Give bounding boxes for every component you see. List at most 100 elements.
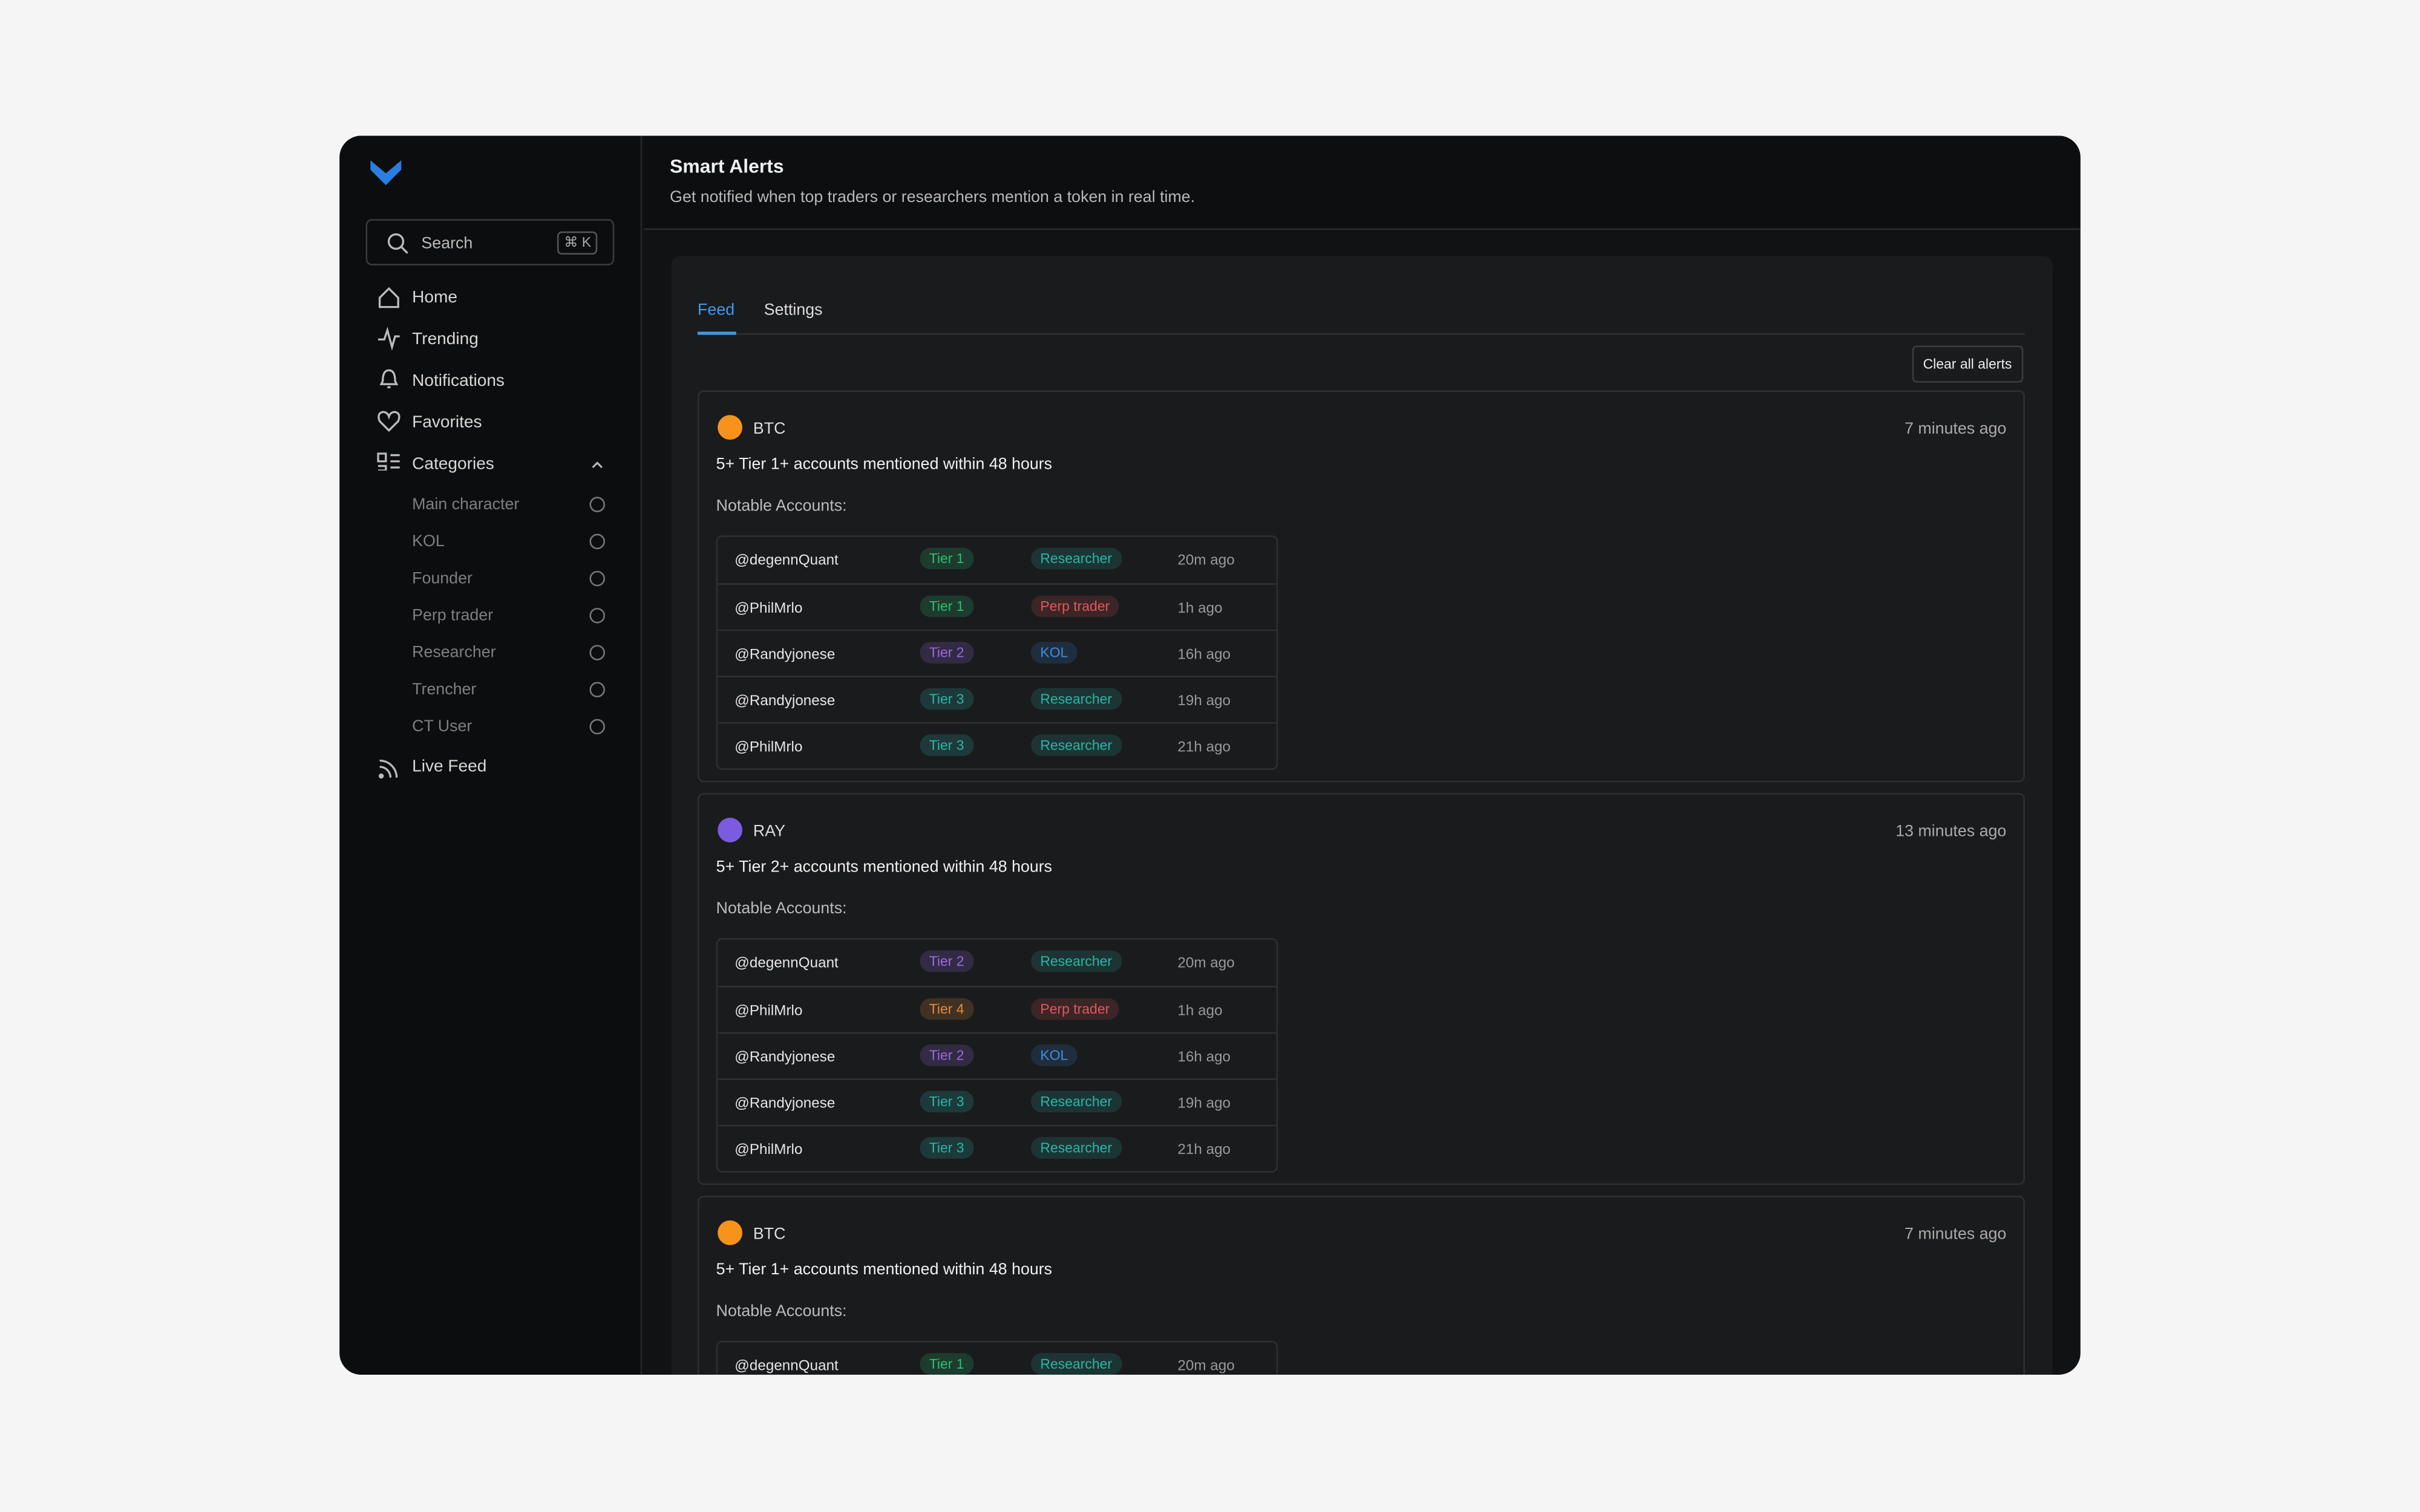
main: Smart Alerts Get notified when top trade… [643, 135, 2081, 1375]
alert-time: 7 minutes ago [1905, 1225, 2007, 1244]
category-item[interactable]: Main character [412, 495, 520, 514]
mention-time: 16h ago [1177, 646, 1231, 663]
handle: @PhilMrlo [734, 1141, 803, 1159]
token-icon [718, 818, 743, 842]
tier-badge: Tier 3 [920, 734, 973, 756]
handle: @Randyjonese [734, 1095, 836, 1113]
role-badge: Researcher [1031, 734, 1122, 756]
handle: @degennQuant [734, 552, 839, 570]
token-icon [718, 415, 743, 440]
tier-badge: Tier 3 [920, 1137, 973, 1159]
category-item[interactable]: Founder [412, 569, 473, 588]
alert-headline: 5+ Tier 1+ accounts mentioned within 48 … [716, 1260, 1053, 1279]
tier-badge: Tier 1 [920, 547, 973, 570]
mention-time: 20m ago [1177, 955, 1235, 973]
role-badge: Researcher [1031, 1137, 1122, 1159]
role-badge: Researcher [1031, 1353, 1122, 1375]
account-row: @PhilMrlo Tier 3 Researcher 21h ago [718, 722, 1277, 769]
nav-item[interactable]: Favorites [412, 413, 482, 432]
tier-badge: Tier 1 [920, 1353, 973, 1375]
token: BTC [753, 419, 786, 438]
alert-card: BTC 7 minutes ago 5+ Tier 1+ accounts ment… [698, 390, 2025, 783]
handle: @PhilMrlo [734, 600, 803, 618]
nav-icons [377, 287, 401, 471]
tab-active[interactable]: Feed [698, 301, 735, 320]
account-row: @degennQuant Tier 2 Researcher 20m ago [718, 940, 1276, 986]
search-icon [387, 233, 408, 254]
help-icon[interactable] [589, 719, 605, 735]
role-badge: Researcher [1031, 1090, 1122, 1113]
role-badge: Researcher [1031, 547, 1122, 570]
nav-item[interactable]: Home [412, 288, 457, 307]
tab-underline [698, 331, 736, 335]
handle: @PhilMrlo [734, 1003, 803, 1020]
mention-time: 21h ago [1177, 738, 1231, 756]
account-row: @Randyjonese Tier 2 KOL 16h ago [718, 1032, 1277, 1079]
collapse-icon[interactable] [589, 457, 605, 472]
category-item[interactable]: Researcher [412, 643, 496, 662]
tier-badge: Tier 2 [920, 1044, 973, 1066]
category-item[interactable]: KOL [412, 532, 445, 551]
alert-card: RAY 13 minutes ago 5+ Tier 2+ accounts men… [698, 793, 2025, 1185]
category-item[interactable]: Trencher [412, 680, 477, 699]
help-icon[interactable] [589, 682, 605, 698]
category-item[interactable]: CT User [412, 717, 473, 736]
role-badge: Researcher [1031, 688, 1122, 710]
nav-item[interactable]: Categories [412, 455, 494, 474]
category-item[interactable]: Perp trader [412, 606, 494, 625]
nav-item[interactable]: Live Feed [412, 757, 487, 777]
tier-badge: Tier 1 [920, 595, 973, 618]
search-shortcut: ⌘ K [558, 231, 598, 255]
help-icon[interactable] [589, 497, 605, 512]
role-badge: Perp trader [1031, 998, 1119, 1020]
tier-badge: Tier 4 [920, 998, 973, 1020]
accounts-table: @degennQuant Tier 2 Researcher 20m ago @Phil… [716, 938, 1278, 1173]
nav-item[interactable]: Notifications [412, 371, 505, 391]
role-badge: KOL [1031, 642, 1078, 663]
live-icon [378, 759, 398, 779]
tab-rule [698, 333, 2025, 335]
help-icon[interactable] [589, 645, 605, 660]
handle: @degennQuant [734, 1357, 839, 1375]
role-badge: Perp trader [1031, 595, 1119, 618]
alert-headline: 5+ Tier 2+ accounts mentioned within 48 … [716, 858, 1053, 876]
notable-label: Notable Accounts: [716, 899, 847, 918]
notable-label: Notable Accounts: [716, 497, 847, 516]
tab[interactable]: Settings [764, 301, 823, 320]
alert-headline: 5+ Tier 1+ accounts mentioned within 48 … [716, 455, 1053, 474]
account-row: @Randyjonese Tier 3 Researcher 19h ago [718, 1078, 1277, 1125]
handle: @Randyjonese [734, 692, 836, 710]
mention-time: 20m ago [1177, 552, 1235, 570]
search-placeholder: Search [421, 234, 473, 253]
account-row: @PhilMrlo Tier 4 Perp trader 1h ago [718, 986, 1277, 1032]
handle: @Randyjonese [734, 1049, 836, 1066]
account-row: @degennQuant Tier 1 Researcher 20m ago [718, 1342, 1276, 1375]
mention-time: 1h ago [1177, 1003, 1223, 1020]
app-window: Search ⌘ K Home Trending Notifications F… [339, 135, 2081, 1375]
mention-time: 21h ago [1177, 1141, 1231, 1159]
mention-time: 19h ago [1177, 692, 1231, 710]
tier-badge: Tier 2 [920, 642, 973, 663]
alert-time: 13 minutes ago [1895, 822, 2007, 841]
handle: @Randyjonese [734, 646, 836, 663]
mention-time: 20m ago [1177, 1357, 1235, 1375]
help-icon[interactable] [589, 570, 605, 587]
sidebar: Search ⌘ K Home Trending Notifications F… [339, 135, 643, 1375]
account-row: @degennQuant Tier 1 Researcher 20m ago [718, 537, 1276, 584]
tier-badge: Tier 2 [920, 950, 973, 973]
content-panel: Feed Settings Clear all alerts BTC 7 minu… [671, 256, 2053, 1375]
mention-time: 19h ago [1177, 1095, 1231, 1113]
alert-card: BTC 7 minutes ago 5+ Tier 1+ accounts ment… [698, 1196, 2025, 1375]
logo [370, 160, 402, 186]
mention-time: 16h ago [1177, 1049, 1231, 1066]
nav-item[interactable]: Trending [412, 330, 479, 349]
clear-button[interactable]: Clear all alerts [1912, 345, 2023, 383]
help-icon[interactable] [589, 533, 605, 550]
account-row: @PhilMrlo Tier 1 Perp trader 1h ago [718, 583, 1277, 630]
search-box[interactable]: Search ⌘ K [365, 219, 615, 266]
token-icon [718, 1220, 743, 1245]
help-icon[interactable] [589, 608, 605, 624]
mention-time: 1h ago [1177, 600, 1223, 618]
